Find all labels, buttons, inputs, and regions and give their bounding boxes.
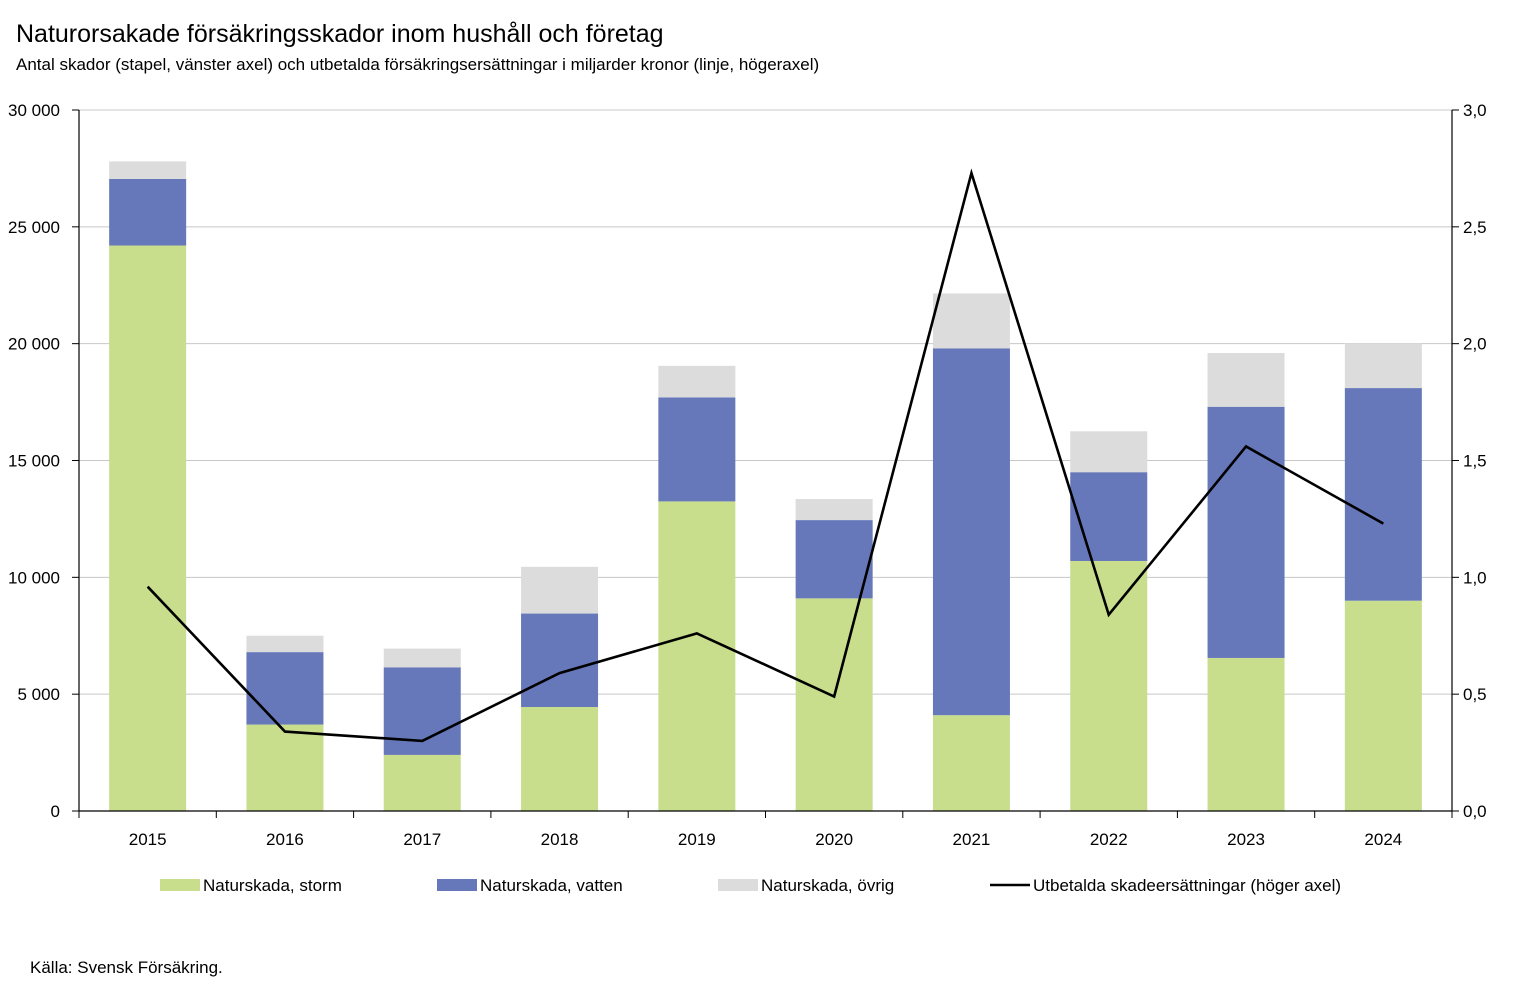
- bar-vatten-2021: [932, 348, 1010, 716]
- x-tick-label: 2024: [1364, 830, 1402, 849]
- bar-storm-2022: [1070, 560, 1148, 811]
- bar-ovrig-2022: [1070, 431, 1148, 473]
- bar-storm-2023: [1207, 657, 1285, 811]
- chart-title: Naturorsakade försäkringsskador inom hus…: [16, 20, 664, 48]
- x-tick-label: 2023: [1227, 830, 1265, 849]
- x-tick-label: 2021: [953, 830, 991, 849]
- left-tick-label: 10 000: [8, 568, 60, 587]
- bar-ovrig-2021: [932, 293, 1010, 349]
- legend-label: Naturskada, storm: [203, 876, 342, 895]
- bar-ovrig-2024: [1344, 343, 1422, 389]
- bar-storm-2019: [658, 501, 736, 811]
- right-tick-label: 2,0: [1463, 335, 1487, 354]
- left-tick-label: 25 000: [8, 218, 60, 237]
- bar-storm-2015: [109, 245, 187, 811]
- chart-subtitle: Antal skador (stapel, vänster axel) och …: [16, 55, 820, 74]
- x-tick-label: 2019: [678, 830, 716, 849]
- bar-ovrig-2016: [246, 635, 324, 653]
- legend-label: Naturskada, vatten: [480, 876, 623, 895]
- bar-storm-2018: [521, 707, 599, 811]
- x-tick-label: 2016: [266, 830, 304, 849]
- right-tick-label: 2,5: [1463, 218, 1487, 237]
- x-tick-label: 2017: [403, 830, 441, 849]
- bar-vatten-2023: [1207, 406, 1285, 658]
- series-line-utbetalda: [146, 168, 1384, 743]
- bar-vatten-2024: [1344, 388, 1422, 601]
- right-tick-label: 0,5: [1463, 685, 1487, 704]
- left-tick-label: 15 000: [8, 452, 60, 471]
- bar-vatten-2015: [109, 178, 187, 246]
- x-tick-label: 2022: [1090, 830, 1128, 849]
- bar-vatten-2018: [521, 613, 599, 708]
- bar-storm-2024: [1344, 600, 1422, 811]
- bar-storm-2017: [383, 754, 461, 811]
- bar-ovrig-2015: [109, 161, 187, 179]
- bar-ovrig-2019: [658, 365, 736, 398]
- source-note: Källa: Svensk Försäkring.: [30, 958, 223, 977]
- right-tick-label: 0,0: [1463, 802, 1487, 821]
- bar-vatten-2022: [1070, 472, 1148, 561]
- left-tick-label: 20 000: [8, 335, 60, 354]
- bar-ovrig-2020: [795, 499, 873, 521]
- legend-label: Utbetalda skadeersättningar (höger axel): [1033, 876, 1341, 895]
- bar-storm-2016: [246, 724, 324, 811]
- legend-swatch: [437, 879, 477, 891]
- bar-storm-2021: [932, 715, 1010, 811]
- legend-label: Naturskada, övrig: [761, 876, 894, 895]
- bar-vatten-2019: [658, 397, 736, 502]
- bar-ovrig-2017: [383, 648, 461, 668]
- left-tick-label: 0: [51, 802, 60, 821]
- x-tick-label: 2020: [815, 830, 853, 849]
- x-tick-label: 2018: [541, 830, 579, 849]
- left-tick-label: 5 000: [17, 685, 60, 704]
- bar-vatten-2020: [795, 520, 873, 599]
- bar-vatten-2016: [246, 652, 324, 725]
- bar-storm-2020: [795, 598, 873, 811]
- right-tick-label: 1,5: [1463, 452, 1487, 471]
- bar-ovrig-2018: [521, 566, 599, 614]
- x-tick-label: 2015: [129, 830, 167, 849]
- legend-swatch: [160, 879, 200, 891]
- bar-ovrig-2023: [1207, 353, 1285, 407]
- right-tick-label: 3,0: [1463, 101, 1487, 120]
- right-tick-label: 1,0: [1463, 568, 1487, 587]
- legend-swatch: [718, 879, 758, 891]
- left-tick-label: 30 000: [8, 101, 60, 120]
